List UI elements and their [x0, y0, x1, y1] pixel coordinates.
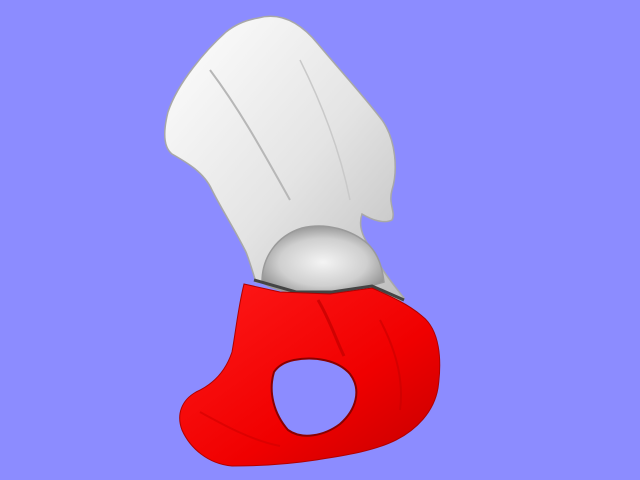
- lower-segment-shading: [316, 299, 346, 357]
- lower-segment-shading-2: [379, 319, 402, 411]
- upper-segment-ridge: [209, 69, 291, 201]
- upper-segment-socket: [261, 225, 385, 293]
- upper-segment-cut-edge: [253, 278, 405, 302]
- lower-segment: [179, 283, 441, 467]
- lower-segment-foramen: [270, 357, 358, 437]
- upper-segment-ridge-2: [299, 59, 351, 201]
- lower-segment-shading-3: [199, 411, 281, 447]
- upper-segment: [164, 15, 406, 303]
